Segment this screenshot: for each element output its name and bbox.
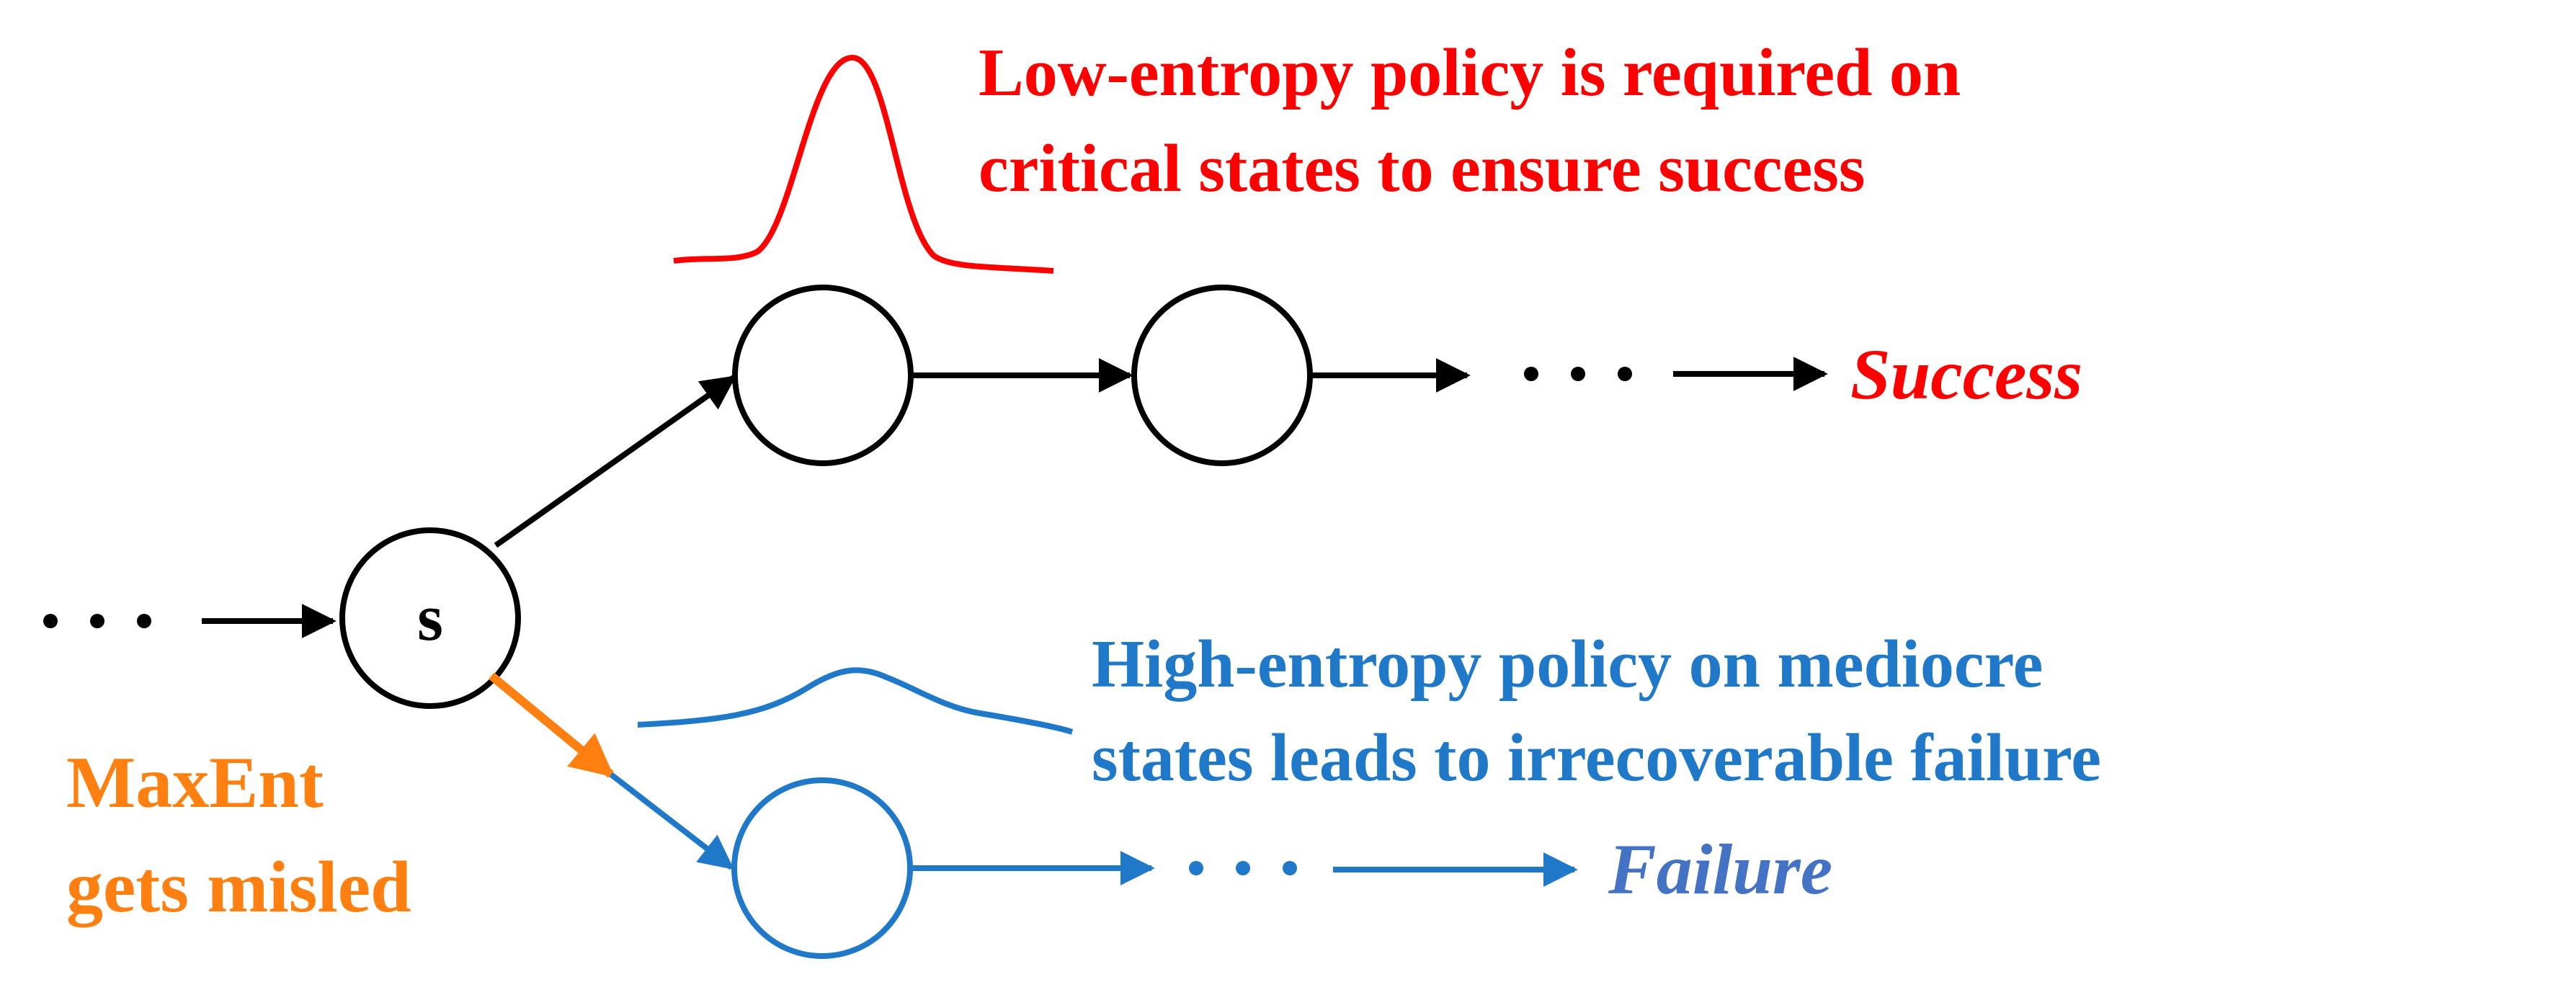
success-ellipsis (1524, 367, 1632, 381)
arrow-to-mediocre-state (609, 772, 734, 870)
critical-state-node (732, 285, 914, 466)
low-entropy-annotation-line1: Low-entropy policy is required on (979, 35, 1961, 110)
success-label: Success (1850, 334, 2082, 414)
maxent-orange-arrow (489, 672, 615, 778)
mediocre-state-node (731, 777, 913, 959)
maxent-annotation-line2: gets misled (66, 847, 411, 928)
low-entropy-annotation-line2: critical states to ensure success (979, 131, 1865, 206)
low-entropy-distribution-curve (673, 54, 1054, 274)
state-node-s-label: s (417, 581, 443, 654)
arrow-s-to-critical (494, 375, 736, 548)
leading-ellipsis (43, 614, 151, 628)
next-state-node (1131, 285, 1313, 466)
maxent-annotation-line1: MaxEnt (66, 742, 324, 823)
high-entropy-distribution-curve (637, 667, 1074, 735)
failure-ellipsis (1189, 861, 1297, 875)
high-entropy-annotation-line2: states leads to irrecoverable failure (1092, 720, 2101, 795)
state-node-s (339, 527, 521, 709)
high-entropy-annotation-line1: High-entropy policy on mediocre (1092, 627, 2043, 702)
failure-label: Failure (1608, 829, 1832, 909)
